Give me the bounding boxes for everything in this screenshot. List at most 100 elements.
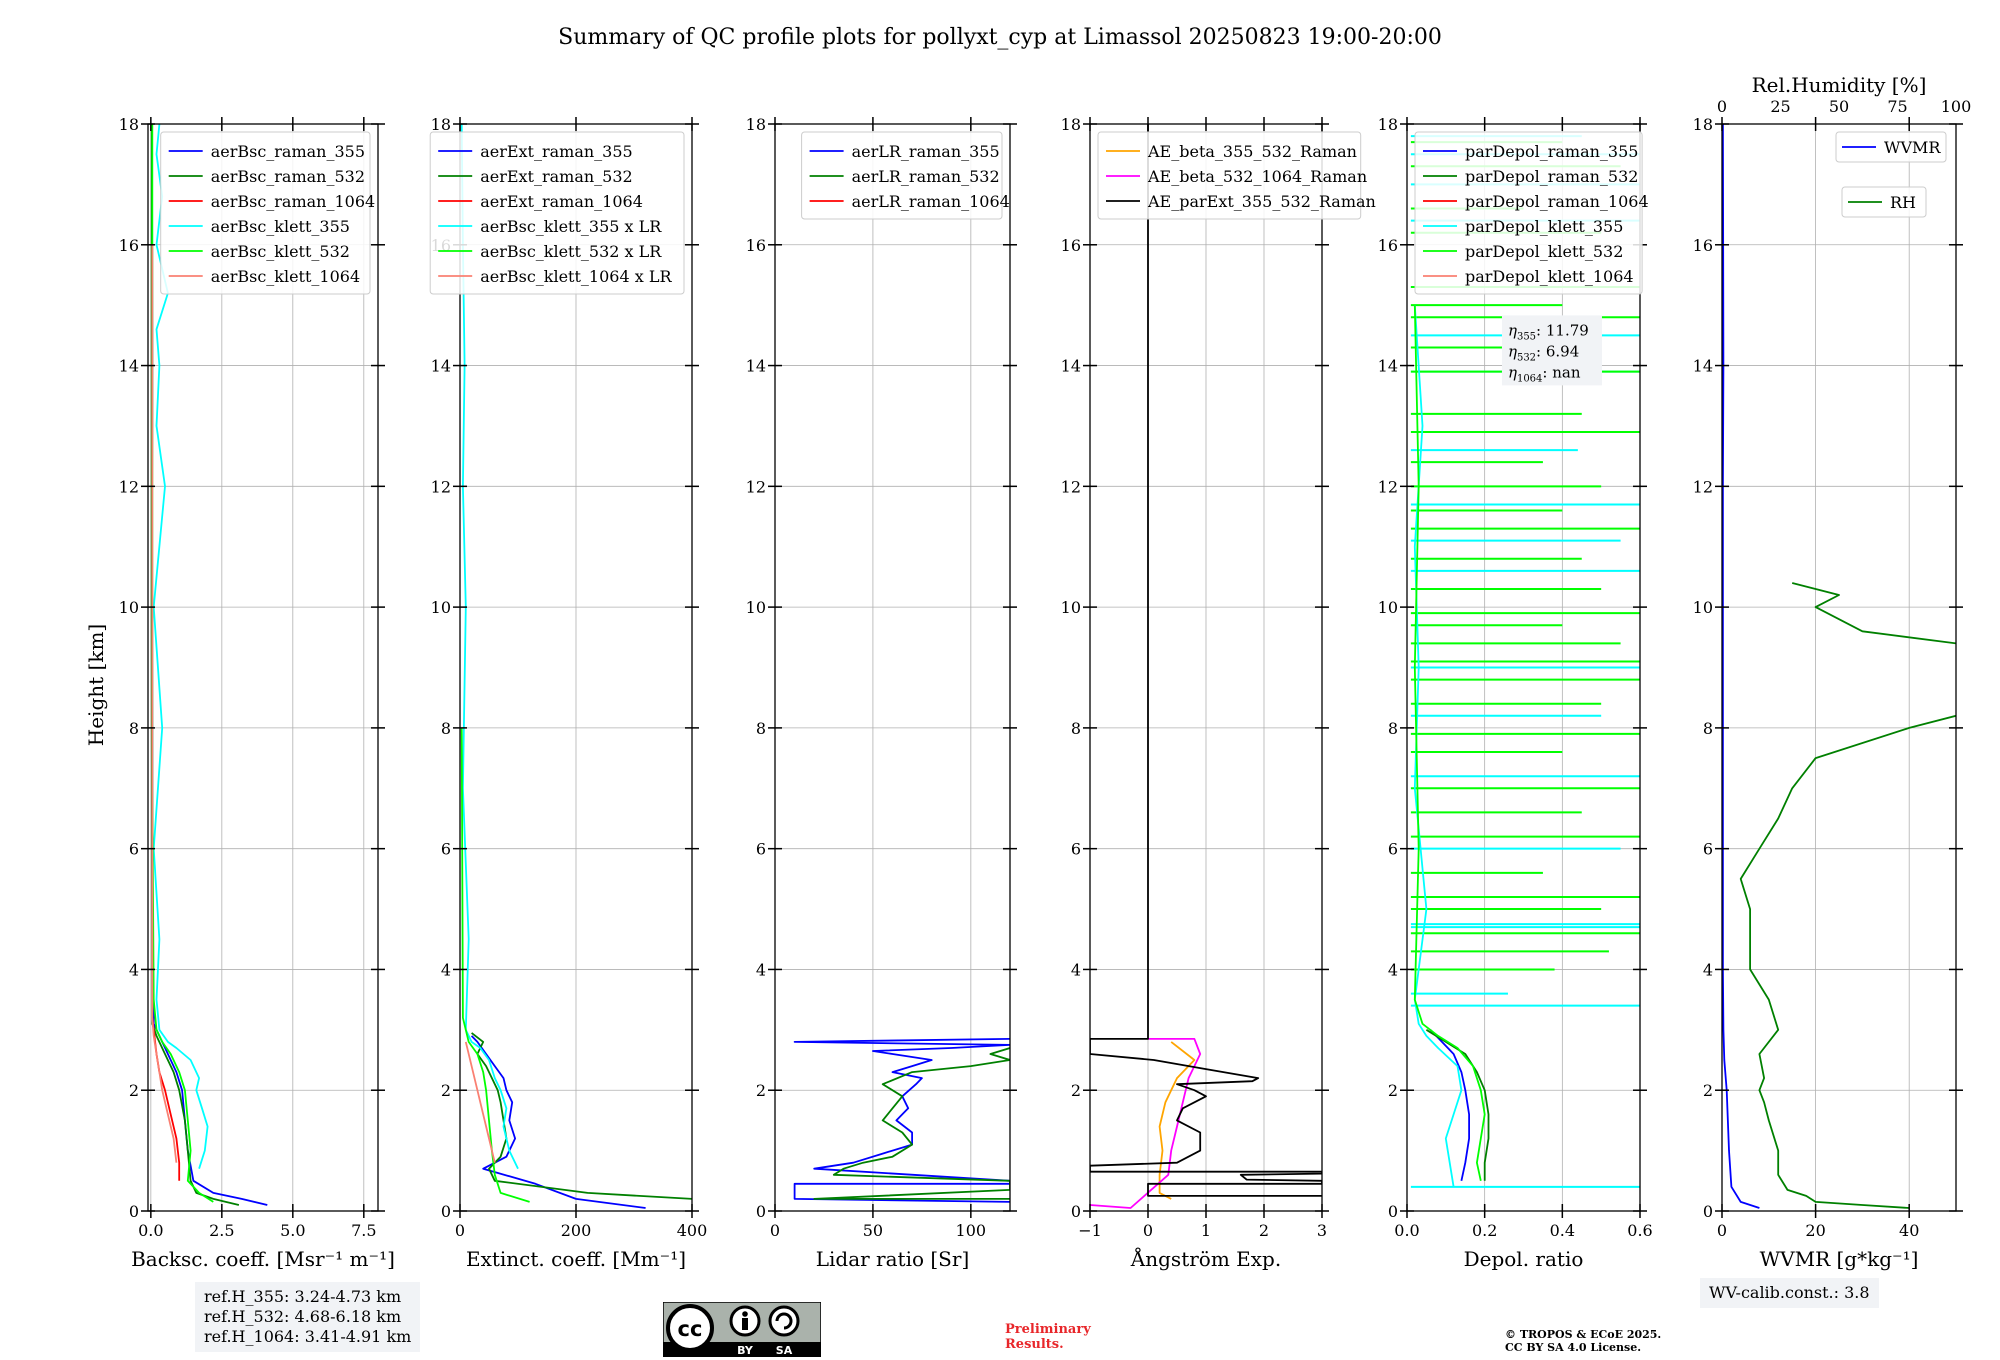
y-tick-label: 12	[1378, 477, 1398, 496]
top-tick-label: 100	[1941, 97, 1972, 116]
cc-by-label: BY	[737, 1344, 754, 1357]
x-tick-label: 0	[1717, 1221, 1727, 1240]
y-tick-label: 0	[1703, 1202, 1713, 1221]
legend-label: parDepol_klett_355	[1465, 217, 1623, 236]
y-tick-label: 0	[1388, 1202, 1398, 1221]
series-line-aerBsc_klett_1064	[151, 244, 178, 1163]
y-tick-label: 16	[1061, 236, 1081, 255]
axes-frame	[147, 123, 379, 1212]
x-tick-label: 0	[1143, 1221, 1153, 1240]
legend-label: AE_parExt_355_532_Raman	[1147, 192, 1376, 211]
axes-frame	[1406, 123, 1641, 1212]
y-tick-label: 2	[441, 1081, 451, 1100]
legend-label: parDepol_raman_1064	[1465, 192, 1649, 211]
y-tick-label: 18	[431, 115, 451, 134]
share-alike-icon	[768, 1305, 800, 1337]
y-tick-label: 14	[119, 357, 139, 376]
x-tick-label: 0.6	[1627, 1221, 1652, 1240]
ref-height-355: ref.H_355: 3.24-4.73 km	[204, 1287, 402, 1306]
y-tick-label: 14	[431, 357, 451, 376]
x-axis-label: Depol. ratio	[1464, 1247, 1584, 1271]
y-tick-label: 16	[1693, 236, 1713, 255]
legend-box	[429, 131, 685, 295]
x-tick-label: 2	[1259, 1221, 1269, 1240]
x-tick-label: 0	[455, 1221, 465, 1240]
top-tick-label: 50	[1829, 97, 1849, 116]
y-tick-label: 18	[1378, 115, 1398, 134]
y-tick-label: 4	[1071, 960, 1081, 979]
legend-box	[1097, 131, 1362, 220]
y-tick-label: 10	[119, 598, 139, 617]
legend-box	[1841, 186, 1927, 218]
y-tick-label: 4	[1703, 960, 1713, 979]
legend-label: aerBsc_klett_355	[211, 217, 350, 236]
legend-label: AE_beta_355_532_Raman	[1147, 142, 1357, 161]
axes-frame	[774, 123, 1011, 1212]
x-tick-label: −1	[1078, 1221, 1102, 1240]
legend-label: aerBsc_raman_532	[211, 167, 365, 186]
x-tick-label: 2.5	[209, 1221, 234, 1240]
legend-label: aerLR_raman_532	[852, 167, 1000, 186]
legend-label: aerBsc_klett_355 x LR	[480, 217, 662, 236]
series-line-aerBsc_klett_532 x LR	[460, 727, 530, 1203]
legend-label: aerBsc_klett_1064 x LR	[480, 267, 672, 286]
y-tick-label: 8	[1703, 719, 1713, 738]
cc-license-badge: cc BY SA	[663, 1302, 821, 1357]
x-tick-label: 0.0	[138, 1221, 163, 1240]
y-tick-label: 4	[441, 960, 451, 979]
y-tick-label: 8	[1388, 719, 1398, 738]
y-tick-label: 0	[1071, 1202, 1081, 1221]
panel-2: 0246810121416180200400Extinct. coeff. [M…	[429, 115, 707, 1271]
top-tick-label: 0	[1717, 97, 1727, 116]
y-tick-label: 8	[129, 719, 139, 738]
y-tick-label: 6	[1703, 840, 1713, 859]
y-tick-label: 0	[129, 1202, 139, 1221]
legend-label: parDepol_klett_1064	[1465, 267, 1634, 286]
y-tick-label: 2	[1703, 1081, 1713, 1100]
eta-box	[1501, 315, 1602, 386]
legend-box	[1414, 131, 1643, 295]
x-tick-label: 40	[1899, 1221, 1919, 1240]
y-tick-label: 4	[1388, 960, 1398, 979]
legend-label: aerBsc_raman_1064	[211, 192, 376, 211]
y-tick-label: 2	[129, 1081, 139, 1100]
x-axis-label: Lidar ratio [Sr]	[816, 1247, 970, 1271]
axes-frame	[1721, 123, 1957, 1212]
x-tick-label: 0	[770, 1221, 780, 1240]
y-tick-label: 2	[1071, 1081, 1081, 1100]
panel-3: 0 2 4 6 8 10 12 14 16 18 0 50 100 Lidar ratio [Sr] aer…	[746, 115, 1017, 1271]
y-tick-label: 8	[756, 719, 766, 738]
legend-label: aerBsc_klett_532	[211, 242, 350, 261]
svg-text:cc: cc	[678, 1317, 703, 1341]
series-line-aerBsc_klett_1064 x LR	[464, 1041, 496, 1163]
preliminary-line-2: Results.	[1005, 1337, 1064, 1352]
reference-height-box: ref.H_355: 3.24-4.73 km ref.H_532: 4.68-…	[195, 1282, 421, 1352]
y-tick-label: 16	[746, 236, 766, 255]
y-tick-label: 12	[431, 477, 451, 496]
x-axis-label: Extinct. coeff. [Mm⁻¹]	[466, 1247, 686, 1271]
legend-label: aerBsc_raman_355	[211, 142, 365, 161]
y-tick-label: 2	[1388, 1081, 1398, 1100]
eta-355: η355: 11.79	[1508, 321, 1589, 342]
series-line-WVMR	[1722, 124, 1760, 1209]
figure-title: Summary of QC profile plots for pollyxt_…	[558, 25, 1442, 50]
legend-box	[801, 131, 1003, 220]
legend-label: parDepol_raman_532	[1465, 167, 1638, 186]
y-tick-label: 12	[119, 477, 139, 496]
y-tick-label: 6	[441, 840, 451, 859]
legend-label: aerLR_raman_355	[852, 142, 1000, 161]
y-tick-label: 18	[1061, 115, 1081, 134]
preliminary-line-1: Preliminary	[1005, 1322, 1091, 1337]
series-line-RH	[1739, 582, 1956, 1209]
data-lines	[1090, 124, 1322, 1209]
legend-label: RH	[1890, 193, 1916, 212]
y-tick-label: 12	[746, 477, 766, 496]
y-tick-label: 6	[1071, 840, 1081, 859]
series-line-aerBsc_klett_355 x LR	[460, 124, 519, 1170]
y-tick-label: 14	[1693, 357, 1713, 376]
top-tick-label: 25	[1770, 97, 1790, 116]
